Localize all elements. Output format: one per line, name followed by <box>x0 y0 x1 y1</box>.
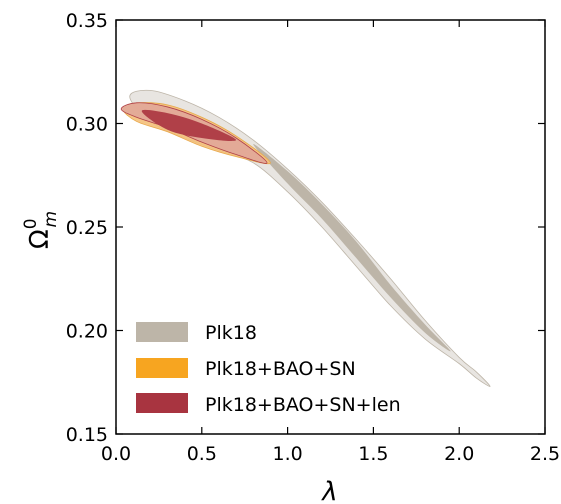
legend-label-plk18: Plk18 <box>205 322 257 344</box>
x-axis-label: λ <box>320 477 337 504</box>
legend-label-plk18-bao-sn: Plk18+BAO+SN <box>205 358 356 380</box>
y-axis-label-main: Ω <box>25 229 55 249</box>
y-tick-label: 0.25 <box>66 217 108 239</box>
contour-outer-plk18 <box>129 89 491 387</box>
contour-inner-plk18 <box>253 144 451 352</box>
tick-layer: 0.0 0.5 1.0 1.5 2.0 2.5 0.15 0.20 0.25 0.30 0.35 <box>66 10 560 465</box>
contour-layer <box>120 89 491 387</box>
contour-inner-plk18-bao-sn-len <box>141 109 237 142</box>
y-axis-label-sub: m <box>41 211 61 228</box>
y-axis-label-sup: 0 <box>21 218 41 229</box>
x-tick-label: 0.0 <box>101 443 131 465</box>
plot-area: 0.0 0.5 1.0 1.5 2.0 2.5 0.15 0.20 0.25 0.30 0.35 <box>66 10 560 465</box>
x-tick-label: 2.0 <box>444 443 474 465</box>
x-tick-label: 1.0 <box>272 443 302 465</box>
svg-text:Ω0m: Ω0m <box>21 211 61 249</box>
y-tick-label: 0.30 <box>66 114 108 136</box>
legend-swatch-plk18-bao-sn <box>136 358 188 378</box>
y-axis-label: Ω0m <box>21 211 61 249</box>
legend: Plk18 Plk18+BAO+SN Plk18+BAO+SN+len <box>136 322 401 416</box>
legend-label-plk18-bao-sn-len: Plk18+BAO+SN+len <box>205 394 401 416</box>
y-tick-label: 0.35 <box>66 10 108 32</box>
y-tick-label: 0.15 <box>66 424 108 446</box>
legend-swatch-plk18-bao-sn-len <box>136 393 188 413</box>
x-tick-label: 1.5 <box>358 443 388 465</box>
legend-swatch-plk18 <box>136 322 188 342</box>
x-tick-label: 2.5 <box>530 443 560 465</box>
x-tick-label: 0.5 <box>187 443 217 465</box>
y-tick-label: 0.20 <box>66 321 108 343</box>
